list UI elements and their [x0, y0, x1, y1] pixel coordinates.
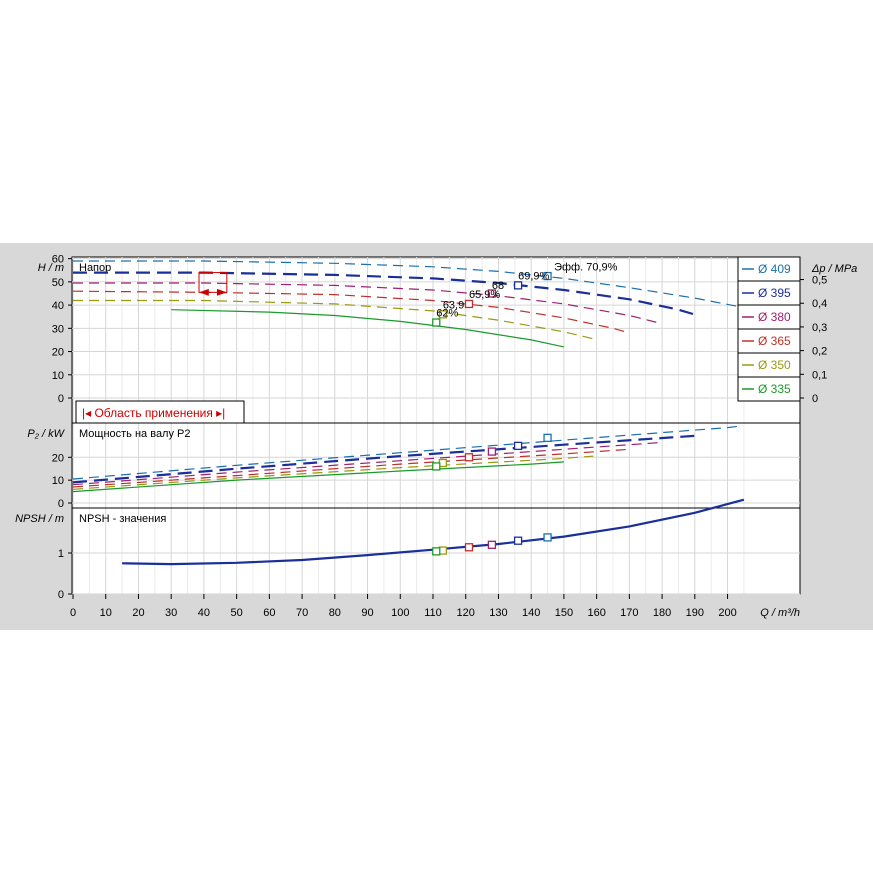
legend-label: Ø 350	[758, 358, 791, 372]
x-tick-label: 50	[231, 607, 243, 619]
y-tick-label: 20	[52, 452, 64, 464]
series-line-395	[73, 271, 699, 317]
operating-point	[464, 543, 474, 552]
legend-label: Ø 335	[758, 382, 791, 396]
x-tick-label: 60	[263, 607, 275, 619]
x-tick-label: 110	[424, 607, 442, 619]
y-tick-label: 1	[58, 548, 64, 560]
panel-title: NPSH - значения	[79, 513, 166, 525]
y-tick-label: 10	[52, 475, 64, 487]
operating-point	[432, 462, 441, 471]
y-tick-label: 0	[58, 498, 64, 510]
panel-title: Напор	[79, 262, 111, 274]
x-tick-label: 10	[100, 607, 112, 619]
x-tick-label: 20	[132, 607, 144, 619]
series-line-395	[72, 434, 699, 484]
x-tick-label: 180	[653, 607, 671, 619]
arrow-left-icon	[199, 288, 209, 296]
operating-point	[487, 289, 497, 298]
arrow-right-icon	[217, 288, 227, 296]
legend-label: Ø 380	[758, 310, 791, 324]
y-tick-label: 0	[58, 393, 64, 405]
y-tick-label: 40	[52, 300, 64, 312]
y-tick-label-right: 0	[812, 393, 818, 405]
efficiency-label: 63,9	[443, 300, 464, 312]
y-tick-label: 30	[52, 323, 64, 335]
operating-point	[543, 271, 552, 281]
y-tick-label-right: 0,3	[812, 322, 827, 334]
x-tick-label: 140	[522, 607, 540, 619]
x-tick-label: 70	[296, 607, 308, 619]
legend-label: Ø 365	[758, 334, 791, 348]
application-range-label: |◂ Область применения ▸|	[82, 406, 225, 420]
operating-point	[513, 281, 523, 290]
series-line-409	[72, 425, 738, 480]
operating-point	[487, 540, 497, 549]
x-tick-label: 150	[555, 607, 573, 619]
efficiency-label: 62%	[436, 308, 458, 320]
efficiency-label: 69,9%	[518, 271, 549, 283]
y-tick-label: 10	[52, 370, 64, 382]
panel-title: Мощность на валу P2	[79, 428, 191, 440]
y-tick-label-right: 0,4	[812, 298, 827, 310]
series-line-350	[72, 455, 594, 490]
series-line-380	[72, 441, 663, 486]
series-line-380	[73, 282, 663, 325]
operating-point	[487, 447, 497, 456]
x-axis-label: Q / m³/h	[760, 607, 800, 619]
series-line-350	[73, 299, 594, 340]
x-tick-label: 200	[718, 607, 736, 619]
operating-point	[464, 299, 474, 309]
y-tick-label: 60	[52, 254, 64, 266]
series-line-365	[72, 448, 630, 488]
operating-point	[432, 318, 441, 327]
series-line-335	[171, 309, 565, 348]
efficiency-label: 65,9%	[469, 289, 500, 301]
pump-curve-chart: 0 10 20 30 40 50 60 Напор H / m Δp / MPa 0 0,1 0,2 0,…	[0, 243, 873, 630]
x-tick-label: 190	[686, 607, 704, 619]
x-tick-label: 170	[620, 607, 638, 619]
operating-point	[438, 310, 447, 319]
y-axis-label: NPSH / m	[15, 513, 64, 525]
y-tick-label: 20	[52, 347, 64, 359]
y-tick-label-right: 0,2	[812, 346, 827, 358]
application-range-box	[198, 272, 228, 293]
operating-point	[543, 433, 552, 443]
y-axis-label: P₂ / kW	[27, 428, 65, 440]
operating-point	[543, 533, 552, 542]
y-tick-label: 0	[58, 589, 64, 601]
series-line-409	[73, 260, 738, 307]
x-tick-label: 40	[198, 607, 210, 619]
operating-point	[513, 441, 523, 451]
x-tick-label: 80	[329, 607, 341, 619]
y-axis-label-right: Δp / MPa	[811, 263, 857, 275]
x-tick-label: 100	[391, 607, 409, 619]
y-axis-label: H / m	[38, 262, 64, 274]
y-tick-label-right: 0,5	[812, 275, 827, 287]
operating-point	[432, 547, 441, 556]
x-tick-label: 0	[70, 607, 76, 619]
operating-point	[513, 536, 523, 545]
x-tick-label: 130	[489, 607, 507, 619]
x-tick-label: 160	[587, 607, 605, 619]
efficiency-label: 68	[492, 280, 504, 292]
x-tick-label: 120	[457, 607, 475, 619]
efficiency-label: Эфф. 70,9%	[554, 261, 618, 273]
y-tick-label: 50	[52, 277, 64, 289]
operating-point	[464, 453, 474, 462]
x-tick-label: 90	[361, 607, 373, 619]
legend-label: Ø 409	[758, 262, 791, 276]
series-line-335	[72, 461, 564, 493]
y-tick-label-right: 0,1	[812, 369, 827, 381]
legend-label: Ø 395	[758, 286, 791, 300]
x-tick-label: 30	[165, 607, 177, 619]
